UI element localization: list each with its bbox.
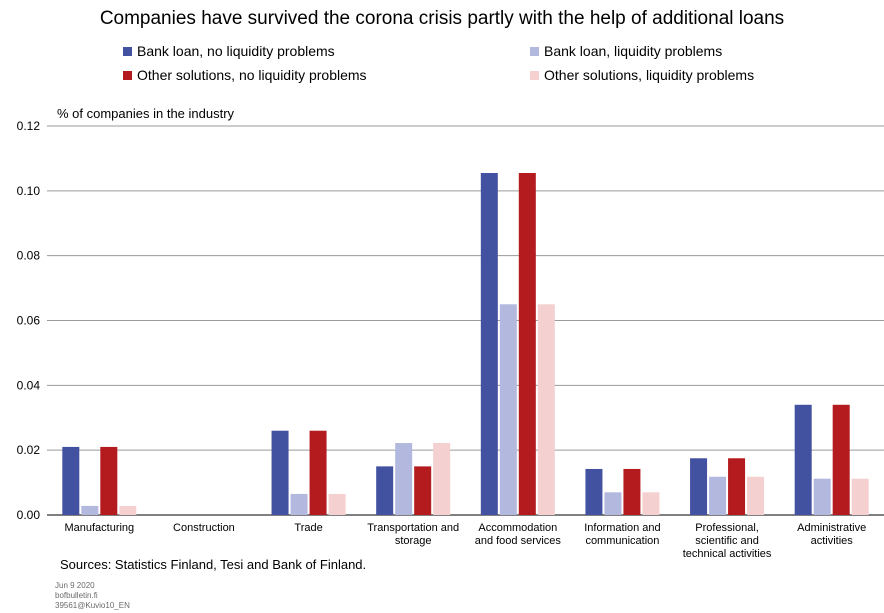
bar [537,304,555,515]
bar [328,493,346,515]
bar [395,443,413,515]
legend-item-bank-no-liquidity: Bank loan, no liquidity problems [123,43,335,59]
chart-legend: Bank loan, no liquidity problems Bank lo… [0,0,884,90]
bar [585,468,603,515]
y-tick-label: 0.04 [17,378,41,392]
y-axis-label: % of companies in the industry [57,106,235,121]
x-tick-label: Manufacturing [64,522,134,534]
bar [851,478,869,515]
legend-swatch [530,70,539,80]
x-tick-label: Administrative [797,522,866,534]
bar [376,466,394,515]
bar [62,446,80,515]
x-tick-label: and food services [475,535,562,547]
bar [642,492,660,515]
bar [794,404,812,515]
source-note: Sources: Statistics Finland, Tesi and Ba… [60,557,367,572]
x-tick-label: Professional, [695,522,759,534]
bar [623,468,641,515]
y-tick-label: 0.08 [17,249,41,263]
bar [690,458,708,515]
legend-item-other-liquidity: Other solutions, liquidity problems [530,67,754,83]
bar [414,466,432,515]
bar [747,476,765,515]
bar [832,404,850,515]
x-tick-label: storage [395,535,432,547]
y-tick-label: 0.10 [17,184,41,198]
bar [433,443,451,515]
x-tick-label: Construction [173,522,235,534]
x-tick-label: Trade [294,522,322,534]
x-tick-label: Transportation and [367,522,459,534]
bar [728,458,746,515]
x-tick-label: technical activities [683,548,772,560]
bar [480,173,498,516]
x-tick-label: Information and [584,522,660,534]
bar [290,493,308,515]
x-tick-label: communication [585,535,659,547]
x-tick-label: scientific and [695,535,759,547]
legend-item-bank-liquidity: Bank loan, liquidity problems [530,43,722,59]
y-tick-label: 0.00 [17,508,41,522]
meta-info: Jun 9 2020 bofbulletin.fi 39561@Kuvio10_… [55,581,130,611]
legend-label: Bank loan, liquidity problems [544,43,723,59]
legend-label: Other solutions, liquidity problems [544,67,755,83]
y-tick-label: 0.06 [17,314,41,328]
bar [499,304,517,515]
legend-swatch [123,46,132,56]
legend-label: Bank loan, no liquidity problems [137,43,335,59]
bar [604,492,622,515]
legend-swatch [530,46,539,56]
meta-site: bofbulletin.fi [55,591,98,600]
legend-label: Other solutions, no liquidity problems [137,67,367,83]
y-tick-label: 0.02 [17,443,41,457]
x-tick-label: activities [811,535,854,547]
legend-swatch [123,70,132,80]
y-tick-label: 0.12 [17,119,41,133]
bar [119,505,137,515]
chart-title: Companies have survived the corona crisi… [99,8,785,29]
bar [100,446,118,515]
bar [518,173,536,516]
bar [709,476,727,515]
bar [309,430,327,515]
bar [813,478,831,515]
legend-item-other-no-liquidity: Other solutions, no liquidity problems [123,67,367,83]
bar [271,430,289,515]
meta-code: 39561@Kuvio10_EN [55,601,130,610]
x-tick-label: Accommodation [478,522,557,534]
bar [81,505,99,515]
meta-date: Jun 9 2020 [55,581,95,590]
